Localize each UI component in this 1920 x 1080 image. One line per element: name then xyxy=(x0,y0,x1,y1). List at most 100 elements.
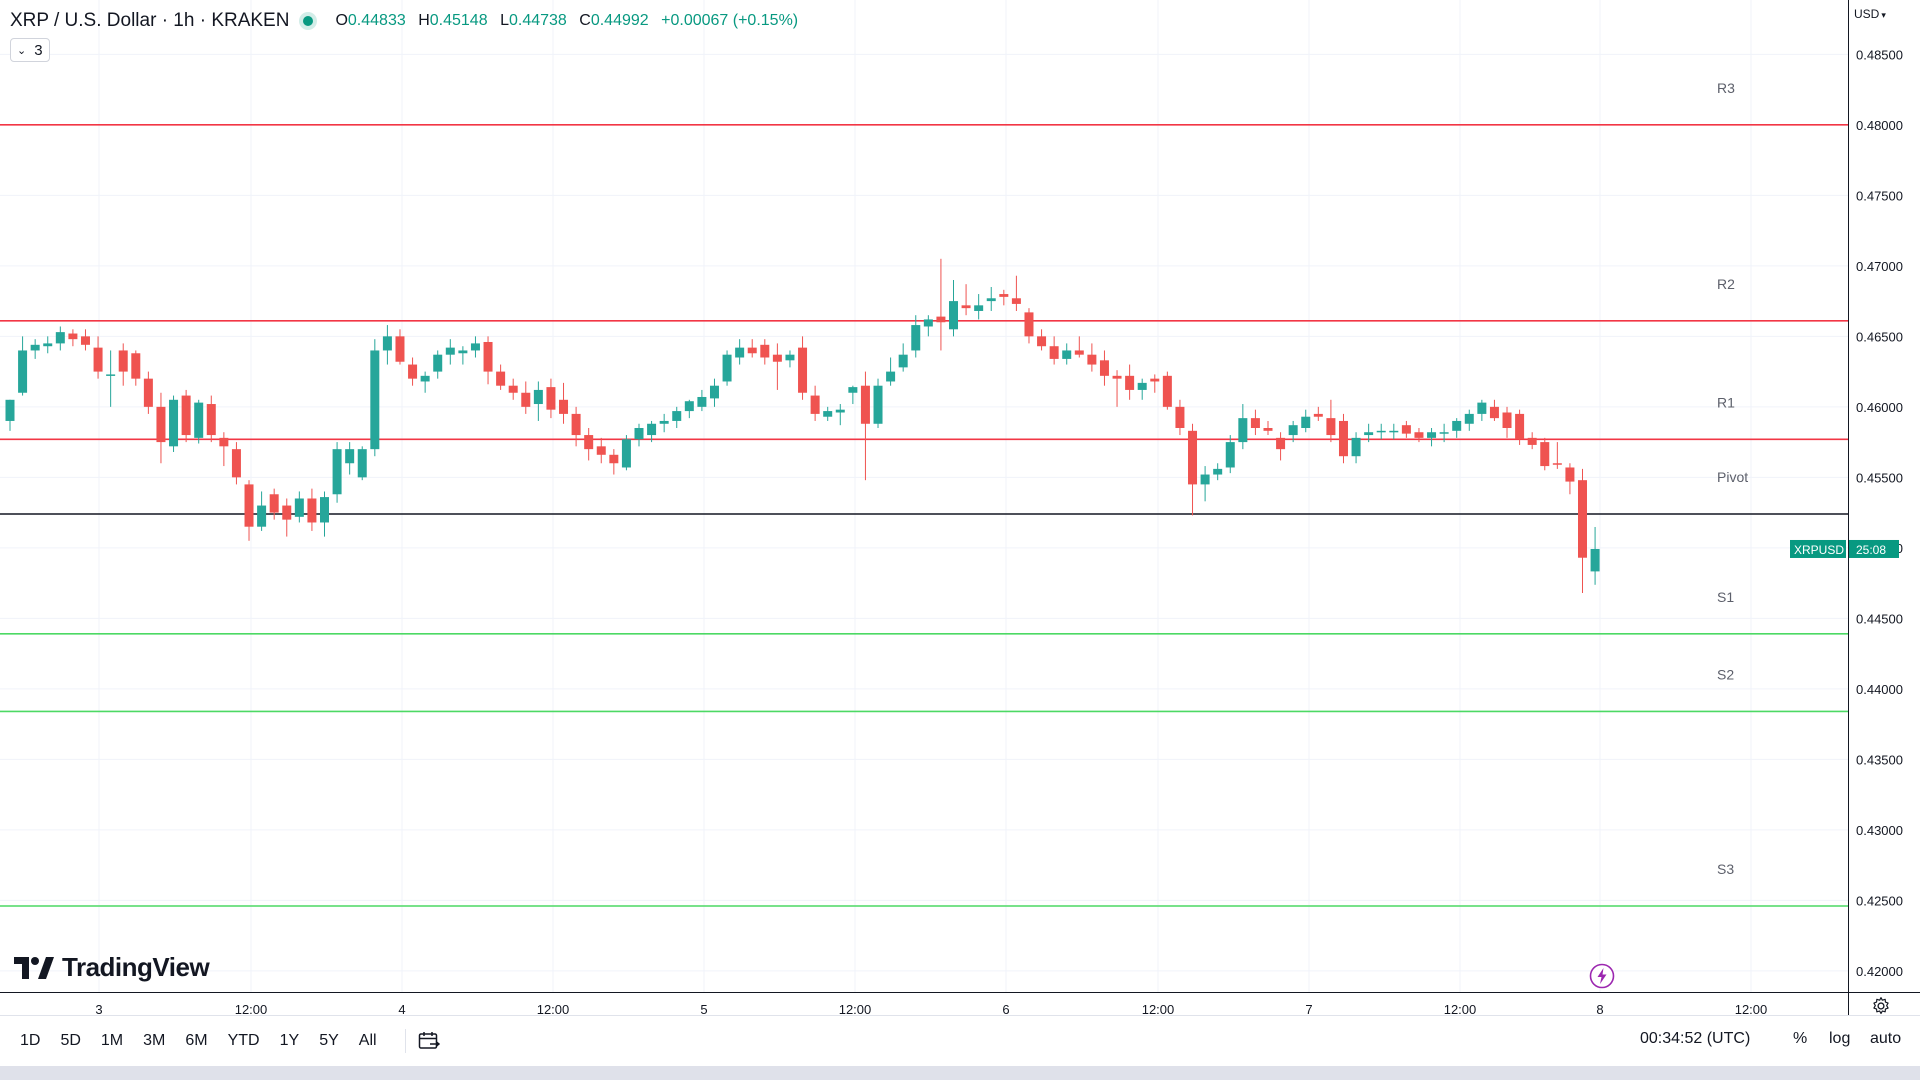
candle[interactable] xyxy=(219,432,229,467)
candle[interactable] xyxy=(860,371,870,481)
gear-icon[interactable] xyxy=(1871,996,1891,1016)
candle[interactable] xyxy=(294,491,304,523)
candle[interactable] xyxy=(559,382,569,424)
candle[interactable] xyxy=(1464,409,1474,431)
candle[interactable] xyxy=(1326,399,1336,443)
candle[interactable] xyxy=(873,378,883,428)
candle[interactable] xyxy=(1288,420,1298,443)
candle[interactable] xyxy=(332,442,342,503)
candle[interactable] xyxy=(169,395,179,452)
candle[interactable] xyxy=(848,385,858,405)
candle[interactable] xyxy=(80,329,90,351)
candle[interactable] xyxy=(496,364,506,390)
candle[interactable] xyxy=(1489,399,1499,421)
candle[interactable] xyxy=(5,399,15,431)
candle[interactable] xyxy=(269,488,279,520)
candle[interactable] xyxy=(18,336,28,396)
candle[interactable] xyxy=(1427,428,1437,447)
timeframe-5d-button[interactable]: 5D xyxy=(60,1032,81,1049)
candle[interactable] xyxy=(1515,409,1525,445)
timeframe-1m-button[interactable]: 1M xyxy=(100,1032,124,1049)
utc-clock[interactable]: 00:34:52 (UTC) xyxy=(1640,1030,1751,1047)
candle[interactable] xyxy=(835,404,845,426)
candle[interactable] xyxy=(1389,423,1399,440)
candle[interactable] xyxy=(458,346,468,365)
candle[interactable] xyxy=(747,339,757,358)
candle[interactable] xyxy=(55,326,65,351)
candle[interactable] xyxy=(420,371,430,393)
candle[interactable] xyxy=(999,289,1009,306)
candle[interactable] xyxy=(1301,409,1311,433)
candle[interactable] xyxy=(1250,409,1260,436)
candle[interactable] xyxy=(1565,463,1575,495)
timeframe-1d-button[interactable]: 1D xyxy=(20,1032,41,1049)
candle[interactable] xyxy=(1414,428,1424,443)
candle[interactable] xyxy=(1238,404,1248,450)
candle[interactable] xyxy=(1439,423,1449,443)
candle[interactable] xyxy=(949,279,958,337)
tradingview-logo[interactable]: TradingView xyxy=(14,952,210,983)
candle[interactable] xyxy=(1125,364,1135,400)
candle[interactable] xyxy=(1578,468,1587,593)
log-scale-toggle[interactable]: log xyxy=(1829,1030,1851,1047)
candle[interactable] xyxy=(1364,423,1374,443)
candle[interactable] xyxy=(1225,435,1235,474)
candle[interactable] xyxy=(571,406,581,447)
candle[interactable] xyxy=(684,399,694,419)
timeframe-ytd-button[interactable]: YTD xyxy=(227,1032,260,1049)
candle[interactable] xyxy=(508,378,518,400)
candle[interactable] xyxy=(735,339,745,365)
calendar-range-icon[interactable] xyxy=(418,1031,440,1051)
candle[interactable] xyxy=(1037,329,1047,351)
candle[interactable] xyxy=(986,287,996,311)
candle[interactable] xyxy=(433,350,443,379)
candle[interactable] xyxy=(1074,336,1084,358)
candle[interactable] xyxy=(395,329,405,365)
candle[interactable] xyxy=(445,339,455,365)
candle[interactable] xyxy=(43,336,53,354)
indicators-toggle-button[interactable]: ⌄ 3 xyxy=(10,38,50,62)
candle[interactable] xyxy=(1263,420,1273,436)
candle[interactable] xyxy=(1376,423,1386,440)
candle[interactable] xyxy=(785,350,795,368)
candle[interactable] xyxy=(936,258,946,351)
candle[interactable] xyxy=(257,491,267,531)
candle[interactable] xyxy=(634,423,644,447)
candle[interactable] xyxy=(1540,437,1550,471)
candle[interactable] xyxy=(659,413,669,433)
candle[interactable] xyxy=(709,378,719,407)
candle[interactable] xyxy=(1527,432,1537,450)
candle[interactable] xyxy=(1452,418,1462,438)
candle[interactable] xyxy=(370,339,380,457)
candle[interactable] xyxy=(1276,432,1286,461)
timeframe-1y-button[interactable]: 1Y xyxy=(279,1032,300,1049)
candle[interactable] xyxy=(320,491,329,537)
candle[interactable] xyxy=(93,336,103,379)
timeframe-all-button[interactable]: All xyxy=(358,1032,377,1049)
candle[interactable] xyxy=(772,343,782,390)
timeframe-3m-button[interactable]: 3M xyxy=(143,1032,166,1049)
candle[interactable] xyxy=(357,446,367,481)
symbol-title[interactable]: XRP / U.S. Dollar · 1h · KRAKEN xyxy=(10,10,290,31)
candle[interactable] xyxy=(1175,399,1185,436)
candle[interactable] xyxy=(194,399,204,444)
candle[interactable] xyxy=(131,350,141,386)
candle[interactable] xyxy=(1401,420,1411,438)
candle[interactable] xyxy=(1137,378,1147,400)
candle[interactable] xyxy=(68,329,78,347)
candle[interactable] xyxy=(798,336,808,400)
candle[interactable] xyxy=(898,343,908,372)
candle[interactable] xyxy=(697,389,707,412)
percent-scale-toggle[interactable]: % xyxy=(1793,1030,1808,1047)
candle[interactable] xyxy=(886,357,896,386)
candle[interactable] xyxy=(1502,406,1512,438)
candle[interactable] xyxy=(1011,275,1021,311)
candle[interactable] xyxy=(1062,343,1072,365)
candle[interactable] xyxy=(533,381,543,421)
candle[interactable] xyxy=(722,350,732,386)
candle[interactable] xyxy=(156,392,166,464)
candle[interactable] xyxy=(672,406,682,428)
candle[interactable] xyxy=(760,339,770,365)
candle[interactable] xyxy=(810,385,820,421)
